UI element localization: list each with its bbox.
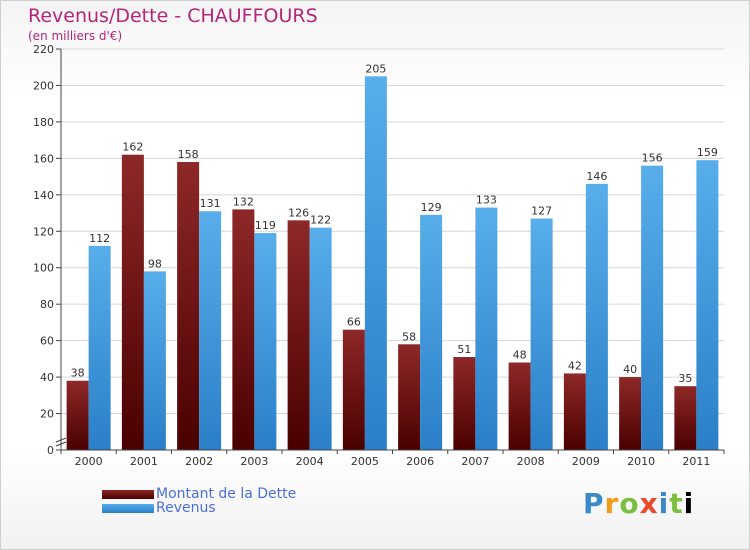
x-tick-label: 2009 [572,455,600,468]
y-tick-label: 200 [33,79,54,92]
data-label-dette: 58 [402,330,416,343]
legend-swatch-revenus [102,504,154,513]
x-tick-label: 2010 [627,455,655,468]
bar-revenus [88,245,111,450]
bar-dette [619,377,642,450]
bar-revenus [364,76,387,450]
data-label-dette: 35 [678,372,692,385]
data-label-dette: 38 [71,367,85,380]
chart-subtitle: (en milliers d'€) [28,29,123,43]
data-label-revenus: 129 [421,201,442,214]
data-label-dette: 132 [233,195,254,208]
data-label-revenus: 98 [148,257,162,270]
x-tick-label: 2008 [517,455,545,468]
data-label-revenus: 122 [310,214,331,227]
legend-swatch-dette [102,490,154,499]
data-label-revenus: 159 [697,146,718,159]
y-tick-label: 160 [33,152,54,165]
bar-dette [121,154,144,450]
data-label-revenus: 119 [255,219,276,232]
y-tick-label: 220 [33,43,54,56]
y-tick-label: 80 [40,298,54,311]
y-tick-label: 60 [40,335,54,348]
y-tick-label: 120 [33,225,54,238]
data-label-dette: 42 [568,359,582,372]
x-tick-label: 2000 [75,455,103,468]
y-tick-label: 180 [33,116,54,129]
proxiti-logo: Proxiti [583,487,695,520]
bar-revenus [530,218,553,450]
y-tick-label: 0 [47,444,54,457]
bars [66,76,719,450]
data-label-revenus: 146 [586,170,607,183]
legend-label-dette: Montant de la Dette [156,486,297,502]
bar-dette [342,329,365,450]
grid-lines [61,48,724,415]
bar-revenus [585,183,608,450]
bar-revenus [420,214,443,450]
data-label-dette: 126 [288,206,309,219]
data-label-dette: 40 [623,363,637,376]
chart-title: Revenus/Dette - CHAUFFOURS [28,5,318,27]
axis-break-mark [55,437,67,447]
bar-revenus [254,233,277,450]
y-tick-label: 20 [40,408,54,421]
data-label-revenus: 131 [200,197,221,210]
data-label-revenus: 156 [642,152,663,165]
legend-label-revenus: Revenus [156,500,216,516]
data-label-revenus: 127 [531,205,552,218]
bar-dette [674,386,697,450]
bar-revenus [199,211,222,450]
data-label-dette: 48 [513,349,527,362]
bar-dette [453,357,476,450]
bar-revenus [475,207,498,450]
data-label-dette: 66 [347,316,361,329]
data-label-revenus: 112 [89,232,110,245]
bar-revenus [143,271,166,450]
y-tick-label: 140 [33,189,54,202]
x-tick-label: 2003 [240,455,268,468]
y-tick-label: 40 [40,371,54,384]
bar-revenus [696,160,719,450]
bar-dette [287,220,310,450]
y-tick-label: 100 [33,262,54,275]
data-label-revenus: 133 [476,194,497,207]
data-label-dette: 158 [178,148,199,161]
data-label-dette: 51 [457,343,471,356]
data-label-dette: 162 [122,141,143,154]
axes: 0 20 40 60 80 100 120 140 160 180 200 220 2000 2001 20… [33,43,725,468]
x-tick-label: 2007 [461,455,489,468]
data-label-revenus: 205 [365,62,386,75]
x-tick-label: 2011 [682,455,710,468]
x-tick-label: 2004 [296,455,324,468]
x-tick-label: 2006 [406,455,434,468]
x-tick-label: 2001 [130,455,158,468]
bar-dette [177,162,200,450]
bar-dette [232,209,255,450]
bar-dette [398,344,421,450]
bar-revenus [641,165,664,450]
bar-dette [66,380,89,450]
x-tick-label: 2002 [185,455,213,468]
bar-revenus [309,227,332,450]
x-tick-label: 2005 [351,455,379,468]
bar-dette [508,362,531,450]
bar-dette [563,373,586,450]
